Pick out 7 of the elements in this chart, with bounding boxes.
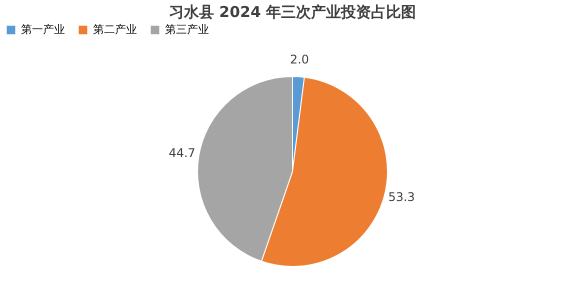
- data-label: 2.0: [290, 52, 310, 67]
- legend-label: 第三产业: [165, 23, 209, 36]
- legend-label: 第一产业: [21, 23, 65, 36]
- legend-label: 第二产业: [93, 23, 137, 36]
- chart-title: 习水县 2024 年三次产业投资占比图: [168, 3, 416, 21]
- data-label: 53.3: [388, 190, 415, 204]
- data-label: 44.7: [168, 146, 196, 160]
